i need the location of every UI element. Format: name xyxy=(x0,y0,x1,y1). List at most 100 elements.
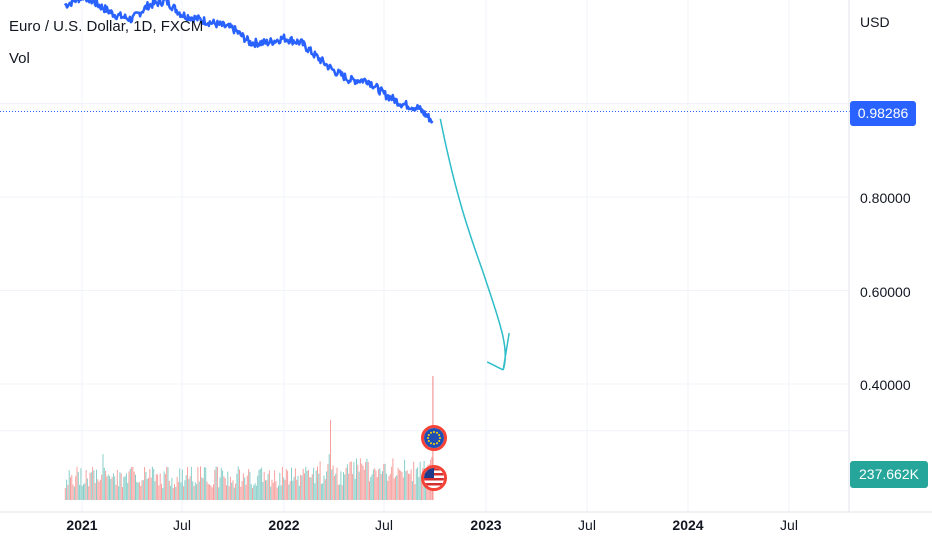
volume-bar xyxy=(356,458,357,500)
volume-bar xyxy=(214,469,216,500)
volume-bar xyxy=(294,468,296,500)
volume-bar xyxy=(219,477,221,500)
volume-bar xyxy=(255,485,257,500)
volume-bar xyxy=(80,468,82,500)
volume-bar xyxy=(79,484,81,500)
volume-bar xyxy=(302,468,304,500)
volume-bar xyxy=(155,474,157,500)
time-label: Jul xyxy=(173,517,191,533)
volume-bar xyxy=(415,468,417,500)
volume-bar xyxy=(101,474,103,500)
volume-bar xyxy=(359,458,361,500)
volume-bar xyxy=(229,476,231,500)
volume-bar xyxy=(122,487,123,500)
volume-bar xyxy=(226,485,227,500)
volume-bar xyxy=(267,473,269,500)
volume-bar xyxy=(250,484,252,500)
eu-flag-icon xyxy=(424,428,444,448)
volume-bar xyxy=(385,473,387,500)
volume-bar xyxy=(140,485,142,500)
volume-legend[interactable]: Vol xyxy=(9,50,30,67)
volume-bar xyxy=(345,467,347,500)
volume-bar xyxy=(98,481,100,500)
volume-bar xyxy=(70,477,71,500)
time-label: 2021 xyxy=(66,517,98,533)
volume-bar xyxy=(346,464,348,500)
volume-bar xyxy=(67,484,69,500)
volume-bar xyxy=(362,465,364,500)
currency-label[interactable]: USD xyxy=(860,14,890,30)
volume-bar xyxy=(396,475,398,500)
volume-bar xyxy=(363,469,365,500)
volume-bar xyxy=(209,484,211,500)
volume-bar xyxy=(270,486,272,500)
volume-bar xyxy=(254,483,256,500)
volume-bar xyxy=(145,472,147,500)
volume-bar xyxy=(213,484,214,500)
volume-bar xyxy=(328,454,330,500)
volume-bar xyxy=(72,484,74,500)
volume-bar xyxy=(378,469,380,500)
volume-bar xyxy=(135,474,136,500)
volume-bar xyxy=(162,487,164,500)
volume-bar xyxy=(88,486,90,500)
volume-bar xyxy=(211,487,213,500)
volume-bar xyxy=(248,469,250,500)
volume-bar xyxy=(84,483,86,500)
volume-bar xyxy=(96,469,97,500)
symbol-legend[interactable]: Euro / U.S. Dollar, 1D, FXCM xyxy=(9,18,204,35)
volume-bar xyxy=(340,471,342,500)
price-axis[interactable] xyxy=(849,0,932,512)
price-line xyxy=(63,0,434,124)
eu-flag-icon[interactable] xyxy=(421,425,447,451)
volume-bar xyxy=(369,481,370,500)
volume-bar xyxy=(331,469,333,500)
volume-bar xyxy=(227,471,229,500)
volume-bar xyxy=(232,480,234,500)
volume-bar xyxy=(200,466,201,500)
volume-bar xyxy=(413,461,415,500)
last-volume-tag: 237.662K xyxy=(850,461,928,488)
volume-bar xyxy=(280,485,282,500)
volume-bar xyxy=(370,476,372,500)
volume-bar xyxy=(193,486,195,500)
time-label: Jul xyxy=(375,517,393,533)
volume-bar xyxy=(287,470,289,500)
volume-bar xyxy=(235,483,237,500)
volume-bar xyxy=(76,466,78,500)
volume-bar xyxy=(371,474,373,500)
volume-bar xyxy=(305,466,307,500)
volume-bar xyxy=(198,481,200,500)
volume-bar xyxy=(388,476,390,500)
volume-bar xyxy=(184,480,186,500)
price-tick: 0.80000 xyxy=(860,190,911,206)
volume-bar xyxy=(261,467,263,500)
us-flag-icon[interactable] xyxy=(421,465,447,491)
volume-bar xyxy=(275,481,277,500)
volume-bar xyxy=(281,466,283,500)
volume-bar xyxy=(188,479,190,500)
volume-bar xyxy=(102,454,104,500)
volume-bar xyxy=(410,469,412,500)
volume-bar xyxy=(242,473,244,500)
volume-bar xyxy=(205,467,207,500)
volume-bar xyxy=(189,476,191,500)
time-label: 2022 xyxy=(268,517,300,533)
volume-bar xyxy=(168,481,170,500)
volume-bar xyxy=(337,484,339,500)
volume-bar xyxy=(353,462,355,500)
volume-bar xyxy=(68,470,70,500)
volume-bar xyxy=(116,469,118,500)
volume-bar xyxy=(361,463,363,500)
volume-bar xyxy=(322,483,324,500)
volume-bar xyxy=(179,468,181,500)
volume-bar xyxy=(259,469,261,500)
volume-bar xyxy=(141,480,143,500)
volume-bar xyxy=(194,482,196,500)
volume-bar xyxy=(197,467,199,500)
volume-bar xyxy=(81,485,83,500)
volume-bar xyxy=(283,477,285,500)
volume-bar xyxy=(149,469,151,500)
volume-bar xyxy=(409,474,411,500)
